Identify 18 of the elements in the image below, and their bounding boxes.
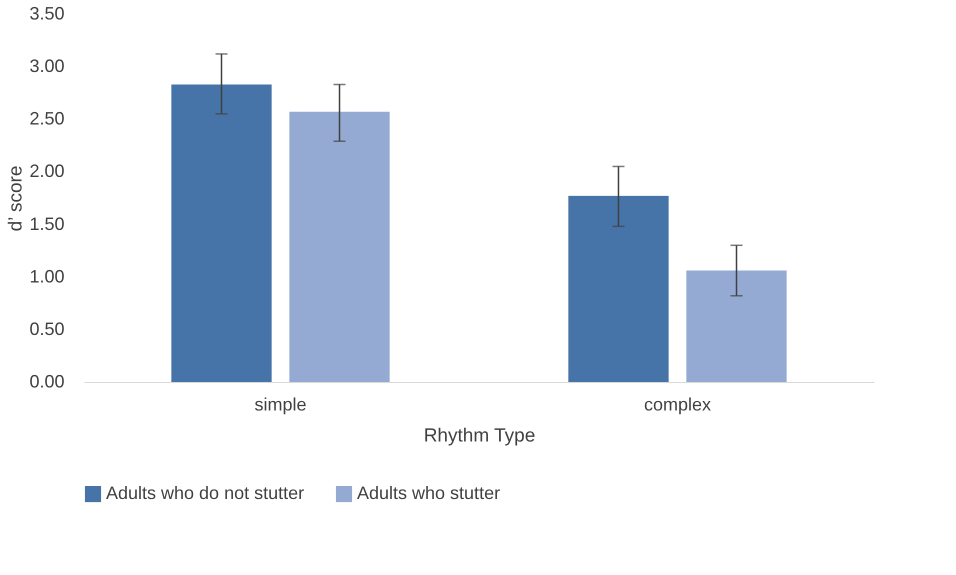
y-tick-label: 2.00 — [29, 161, 64, 182]
legend-label: Adults who do not stutter — [106, 483, 304, 503]
x-axis-title: Rhythm Type — [424, 426, 536, 446]
y-tick-label: 3.50 — [29, 4, 64, 24]
legend-label: Adults who stutter — [357, 483, 500, 503]
y-tick-label: 3.00 — [29, 56, 64, 76]
x-tick-label: simple — [254, 394, 307, 414]
bar — [171, 84, 272, 382]
y-tick-label: 2.50 — [29, 108, 64, 129]
y-tick-label: 1.00 — [29, 266, 64, 286]
y-tick-label: 0.00 — [29, 372, 64, 392]
bar — [686, 270, 787, 382]
x-tick-label: complex — [644, 394, 712, 414]
bar — [568, 196, 669, 382]
bar — [289, 112, 390, 382]
y-tick-label: 0.50 — [29, 318, 64, 339]
y-axis-title: d’ score — [5, 166, 26, 232]
y-tick-label: 1.50 — [29, 214, 64, 234]
